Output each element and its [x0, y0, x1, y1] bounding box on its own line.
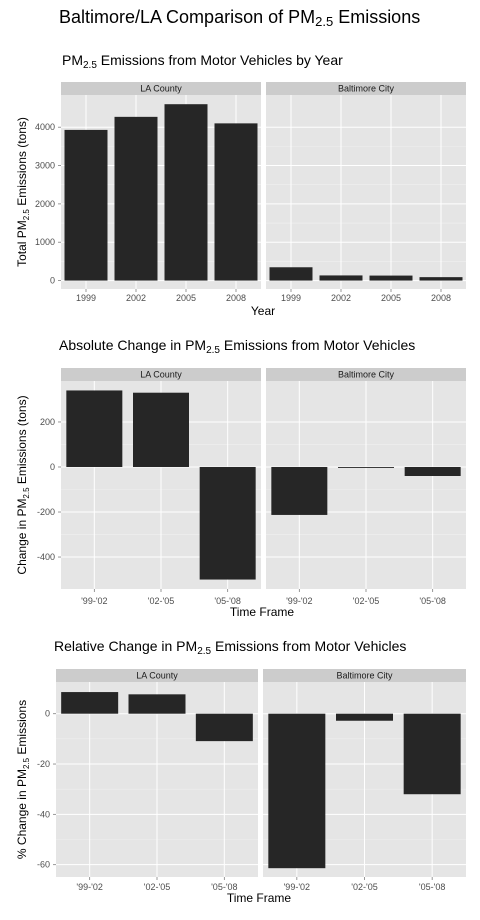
bar [66, 390, 123, 467]
bar [404, 466, 461, 476]
facet-label: Baltimore City [336, 671, 393, 681]
facet-label: LA County [136, 671, 178, 681]
x-tick-label: '99-'02 [76, 882, 102, 892]
bar [61, 692, 119, 714]
x-tick-label: '99-'02 [284, 882, 310, 892]
x-tick-label: '02-'05 [351, 882, 377, 892]
y-tick-label: -400 [37, 552, 55, 562]
y-tick-label: -200 [37, 507, 55, 517]
y-tick-label: 0 [45, 709, 50, 719]
x-tick-label: '02-'05 [144, 882, 170, 892]
bar [403, 713, 461, 795]
y-tick-label: -20 [37, 759, 50, 769]
plot-panel [266, 95, 466, 289]
x-tick-label: '05-'08 [419, 882, 445, 892]
bar [419, 277, 463, 281]
bar [128, 694, 186, 714]
facet-label: LA County [140, 84, 182, 94]
facet-strip [266, 82, 466, 95]
x-tick-label: '05-'08 [214, 596, 240, 606]
bar [319, 275, 363, 281]
x-axis-title: Year [251, 304, 275, 318]
bar [336, 713, 393, 721]
y-tick-label: -60 [37, 860, 50, 870]
bar [164, 104, 208, 281]
bar [369, 275, 413, 281]
x-tick-label: 2005 [381, 293, 401, 303]
y-tick-label: 4000 [35, 122, 55, 132]
x-axis-title: Time Frame [227, 891, 292, 905]
facet-label: LA County [140, 370, 182, 380]
chart-title: PM2.5 Emissions from Motor Vehicles by Y… [62, 52, 343, 71]
bar [195, 713, 253, 742]
y-tick-label: -40 [37, 809, 50, 819]
facet-label: Baltimore City [338, 84, 395, 94]
facet-strip [263, 669, 466, 682]
bar [338, 466, 394, 468]
y-tick-label: 200 [40, 417, 55, 427]
facet-strip [61, 82, 261, 95]
facet-strip [61, 368, 261, 381]
x-tick-label: '05-'08 [211, 882, 237, 892]
x-tick-label: 2002 [331, 293, 351, 303]
facet-strip [266, 368, 466, 381]
y-tick-label: 3000 [35, 161, 55, 171]
x-tick-label: '02-'05 [353, 596, 379, 606]
bar [199, 466, 256, 580]
bar [268, 713, 326, 869]
x-tick-label: 1999 [76, 293, 96, 303]
facet-label: Baltimore City [338, 370, 395, 380]
x-tick-label: '99-'02 [286, 596, 312, 606]
y-axis-title: % Change in PM2.5 Emissions [15, 700, 31, 859]
bar [64, 129, 108, 281]
x-tick-label: 2008 [431, 293, 451, 303]
x-tick-label: 2005 [176, 293, 196, 303]
chart-title: Absolute Change in PM2.5 Emissions from … [59, 337, 415, 356]
y-tick-label: 0 [50, 462, 55, 472]
y-axis-title: Change in PM2.5 Emissions (tons) [15, 395, 31, 574]
bar [133, 392, 189, 467]
y-tick-label: 1000 [35, 237, 55, 247]
y-axis-title: Total PM2.5 Emissions (tons) [15, 117, 31, 267]
x-tick-label: '99-'02 [81, 596, 107, 606]
facet-strip [56, 669, 258, 682]
chart-title: Relative Change in PM2.5 Emissions from … [54, 638, 406, 657]
bar [114, 116, 158, 281]
y-tick-label: 2000 [35, 199, 55, 209]
x-tick-label: 1999 [281, 293, 301, 303]
y-tick-label: 0 [50, 276, 55, 286]
x-tick-label: 2008 [226, 293, 246, 303]
x-tick-label: '05-'08 [419, 596, 445, 606]
bar [214, 123, 258, 281]
x-tick-label: 2002 [126, 293, 146, 303]
x-axis-title: Time Frame [230, 605, 295, 619]
figure-main-title: Baltimore/LA Comparison of PM2.5 Emissio… [59, 7, 420, 29]
x-tick-label: '02-'05 [148, 596, 174, 606]
bar [271, 466, 328, 515]
bar [269, 267, 313, 281]
